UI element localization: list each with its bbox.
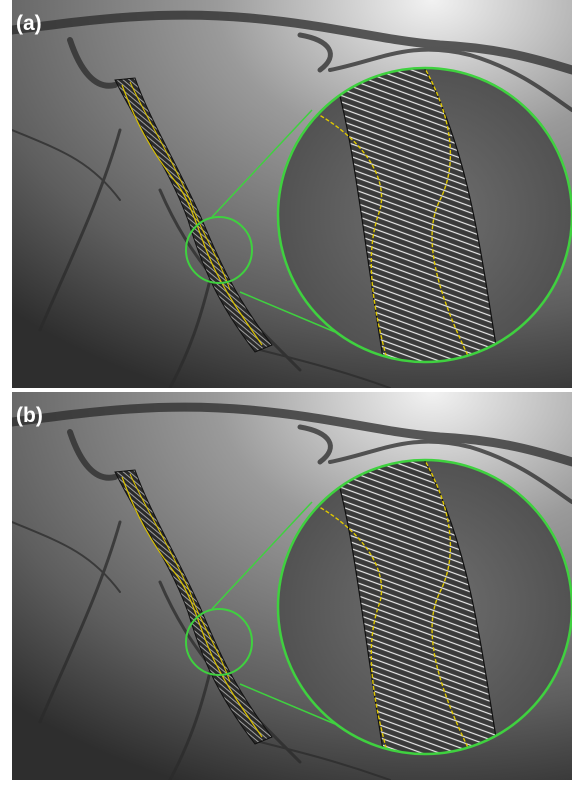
panel-a-image	[12, 0, 572, 388]
panel-b-image	[12, 392, 572, 780]
panel-label: (a)	[16, 12, 42, 35]
page: (a) (b) (() => { const data = JSON.parse…	[0, 0, 572, 780]
panel-label: (b)	[16, 404, 43, 427]
figure: (a) (b)	[0, 0, 572, 780]
